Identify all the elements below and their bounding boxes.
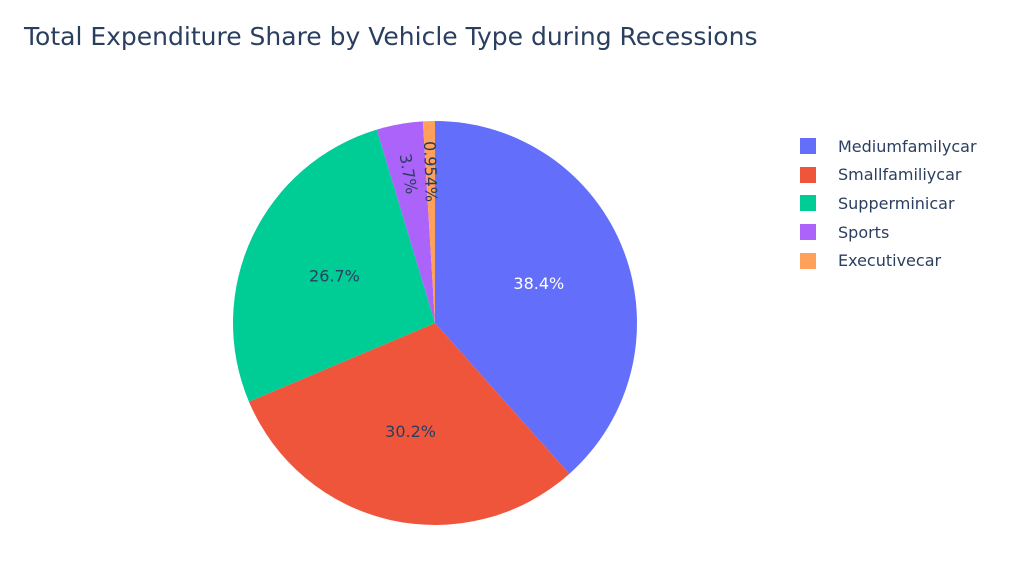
pie-slice-executivecar[interactable]: [422, 121, 435, 323]
slice-label-smallfamiliycar: 30.2%: [385, 422, 436, 441]
legend-swatch: [800, 195, 816, 212]
legend-item-supperminicar[interactable]: Supperminicar: [800, 189, 977, 218]
pie-slice-mediumfamilycar[interactable]: [435, 121, 637, 474]
legend-item-mediumfamilycar[interactable]: Mediumfamilycar: [800, 132, 977, 161]
legend-swatch: [800, 252, 816, 269]
legend-swatch: [800, 224, 816, 241]
legend-label: Smallfamiliycar: [838, 165, 962, 185]
legend-label: Supperminicar: [838, 193, 955, 213]
legend-swatch: [800, 138, 816, 155]
pie-slice-sports[interactable]: [376, 121, 435, 323]
legend: Mediumfamilycar Smallfamiliycar Suppermi…: [800, 132, 977, 275]
slice-label-executivecar: 0.954%: [420, 141, 441, 203]
slice-label-mediumfamilycar: 38.4%: [513, 274, 564, 293]
legend-item-sports[interactable]: Sports: [800, 218, 977, 247]
legend-label: Sports: [838, 222, 890, 242]
slice-label-supperminicar: 26.7%: [309, 266, 360, 285]
legend-label: Mediumfamilycar: [838, 136, 977, 156]
legend-label: Executivecar: [838, 251, 942, 271]
chart-title: Total Expenditure Share by Vehicle Type …: [24, 22, 758, 51]
pie-slice-smallfamiliycar[interactable]: [248, 323, 570, 526]
legend-swatch: [800, 166, 816, 183]
legend-item-smallfamiliycar[interactable]: Smallfamiliycar: [800, 161, 977, 190]
pie-slice-supperminicar[interactable]: [232, 129, 435, 402]
legend-item-executivecar[interactable]: Executivecar: [800, 246, 977, 275]
